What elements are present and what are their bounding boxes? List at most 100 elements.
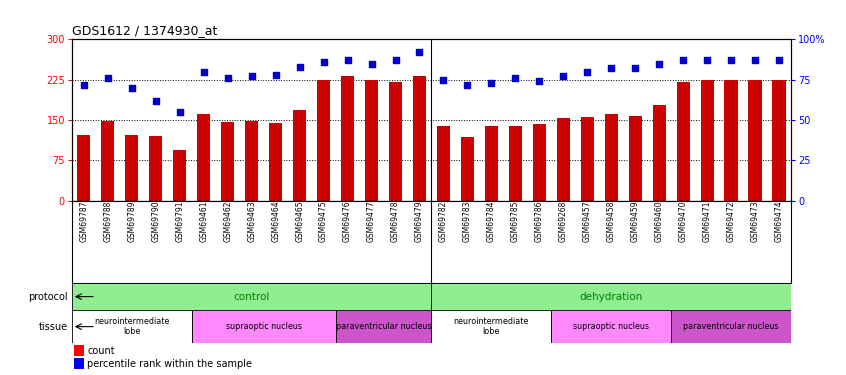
Point (724, 57, 738, 63)
Point (269, 72, 283, 78)
Text: protocol: protocol (28, 292, 68, 302)
Text: GSM69783: GSM69783 (463, 201, 472, 242)
Bar (293, 110, 306, 201)
Text: GSM69473: GSM69473 (750, 201, 760, 242)
Bar (245, 121, 258, 201)
Text: paraventricular nucleus: paraventricular nucleus (336, 322, 431, 331)
Point (221, 75, 234, 81)
Text: count: count (87, 346, 115, 356)
Point (485, 80, 498, 86)
Bar (221, 122, 234, 201)
Point (557, 74, 570, 80)
Bar (677, 82, 689, 201)
Text: GSM69463: GSM69463 (247, 201, 256, 242)
Text: tissue: tissue (39, 322, 68, 332)
Point (149, 98, 162, 104)
Bar (508, 126, 522, 201)
Bar (552, 310, 671, 343)
Text: GSM69461: GSM69461 (200, 201, 208, 242)
Text: GSM69791: GSM69791 (175, 201, 184, 242)
Text: supraoptic nucleus: supraoptic nucleus (226, 322, 302, 331)
Text: GSM69479: GSM69479 (415, 201, 424, 242)
Bar (437, 126, 450, 201)
Text: GSM69477: GSM69477 (367, 201, 376, 242)
Bar (365, 80, 378, 201)
Point (341, 57, 354, 63)
Bar (77, 135, 91, 201)
Point (245, 74, 259, 80)
Point (580, 69, 594, 75)
Text: GSM69785: GSM69785 (511, 201, 519, 242)
Bar (192, 310, 336, 343)
Text: GSM69476: GSM69476 (343, 201, 352, 242)
Bar (317, 80, 330, 201)
Bar (671, 310, 791, 343)
Bar (173, 150, 186, 201)
Bar (149, 136, 162, 201)
Text: neurointermediate
lobe: neurointermediate lobe (94, 317, 169, 336)
Text: GSM69460: GSM69460 (655, 201, 663, 242)
Bar (629, 116, 642, 201)
Bar (461, 137, 474, 201)
Bar (389, 82, 402, 201)
Bar (125, 135, 139, 201)
Text: percentile rank within the sample: percentile rank within the sample (87, 358, 252, 369)
Text: GSM69782: GSM69782 (439, 201, 448, 242)
Text: GSM69475: GSM69475 (319, 201, 328, 242)
Point (652, 60, 666, 67)
Bar (102, 121, 114, 201)
Text: GSM69465: GSM69465 (295, 201, 304, 242)
Point (388, 57, 403, 63)
Text: GSM69790: GSM69790 (151, 201, 160, 242)
Point (629, 65, 642, 71)
Bar (557, 118, 570, 201)
Text: GSM69786: GSM69786 (535, 201, 544, 242)
Text: GSM69464: GSM69464 (272, 201, 280, 242)
Text: dehydration: dehydration (580, 292, 643, 302)
Point (316, 59, 330, 65)
Text: GSM69788: GSM69788 (103, 201, 113, 242)
Bar (580, 117, 594, 201)
Text: GSM69458: GSM69458 (607, 201, 616, 242)
Text: GSM69459: GSM69459 (631, 201, 640, 242)
Bar (197, 114, 211, 201)
Bar (485, 126, 498, 201)
Point (772, 57, 786, 63)
Point (173, 109, 186, 115)
Bar (533, 124, 546, 201)
Point (460, 81, 474, 87)
Point (293, 64, 306, 70)
Bar (652, 105, 666, 201)
Text: supraoptic nucleus: supraoptic nucleus (574, 322, 649, 331)
Text: GSM69474: GSM69474 (775, 201, 783, 242)
Bar (700, 80, 714, 201)
Bar (724, 80, 738, 201)
Bar (772, 80, 786, 201)
Point (197, 69, 211, 75)
Point (413, 49, 426, 55)
Bar (72, 310, 192, 343)
Text: GSM69471: GSM69471 (703, 201, 711, 242)
Bar (269, 123, 283, 201)
Text: GSM69268: GSM69268 (559, 201, 568, 242)
Point (437, 77, 450, 83)
Point (533, 78, 547, 84)
Bar (341, 76, 354, 201)
Bar (431, 310, 552, 343)
Text: GSM69457: GSM69457 (583, 201, 591, 242)
Bar (74, 358, 84, 369)
Text: GDS1612 / 1374930_at: GDS1612 / 1374930_at (72, 24, 217, 37)
Text: neurointermediate
lobe: neurointermediate lobe (453, 317, 529, 336)
Point (365, 60, 378, 67)
Bar (431, 283, 791, 310)
Point (77, 81, 91, 87)
Point (101, 75, 114, 81)
Point (677, 57, 690, 63)
Point (604, 65, 618, 71)
Bar (74, 345, 84, 356)
Bar (413, 76, 426, 201)
Text: GSM69472: GSM69472 (727, 201, 735, 242)
Bar (72, 283, 431, 310)
Point (749, 57, 762, 63)
Point (700, 57, 714, 63)
